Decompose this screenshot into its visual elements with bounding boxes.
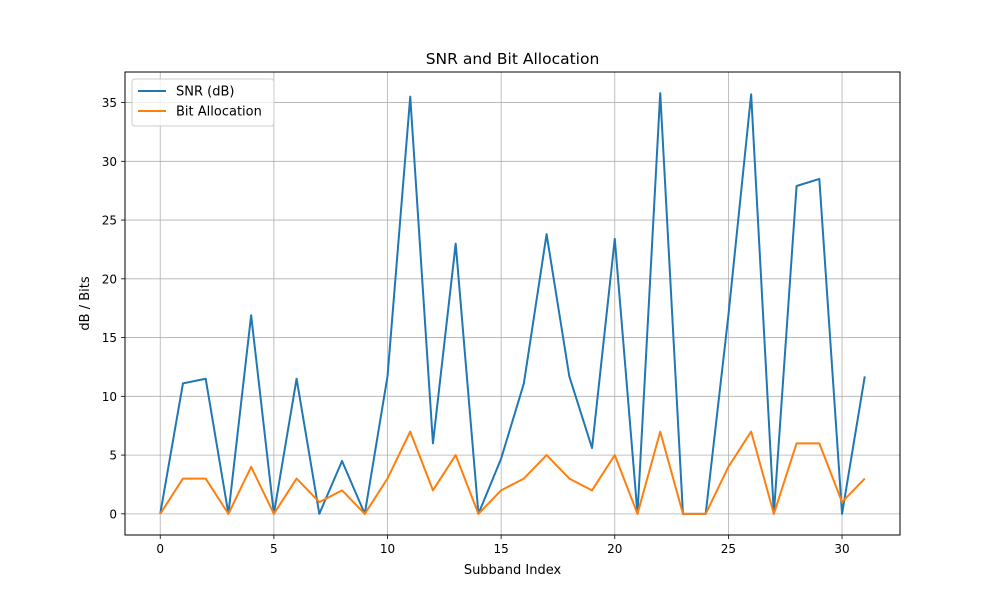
y-tick-label: 5	[109, 449, 117, 463]
y-tick-label: 25	[102, 214, 117, 228]
grid	[125, 72, 900, 535]
series-line-snr-db	[159, 92, 866, 515]
x-tick-label: 20	[607, 542, 622, 556]
legend-label-snr: SNR (dB)	[176, 85, 234, 100]
y-axis-label: dB / Bits	[78, 276, 93, 330]
series-layer	[159, 92, 866, 515]
y-tick-label: 20	[102, 272, 117, 286]
y-tick-label: 15	[102, 331, 117, 345]
plot-frame	[124, 71, 901, 536]
chart-title: SNR and Bit Allocation	[426, 50, 600, 68]
x-tick-label: 15	[493, 542, 508, 556]
y-axis-ticks: 0 5 10 15 20 25 30 35	[102, 96, 125, 521]
y-tick-label: 10	[102, 390, 117, 404]
legend-box	[131, 78, 275, 127]
y-tick-label: 30	[102, 155, 117, 169]
legend: SNR (dB) Bit Allocation	[131, 78, 275, 127]
legend-label-bit-allocation: Bit Allocation	[176, 105, 262, 120]
series-line-bit-allocation	[159, 430, 866, 515]
x-tick-label: 5	[270, 542, 278, 556]
x-axis-label: Subband Index	[464, 563, 562, 578]
y-tick-label: 35	[102, 96, 117, 110]
y-tick-label: 0	[109, 507, 117, 521]
x-axis-ticks: 0 5 10 15 20 25 30	[156, 535, 850, 556]
x-tick-label: 25	[721, 542, 736, 556]
x-tick-label: 0	[156, 542, 164, 556]
x-tick-label: 30	[834, 542, 849, 556]
x-tick-label: 10	[380, 542, 395, 556]
